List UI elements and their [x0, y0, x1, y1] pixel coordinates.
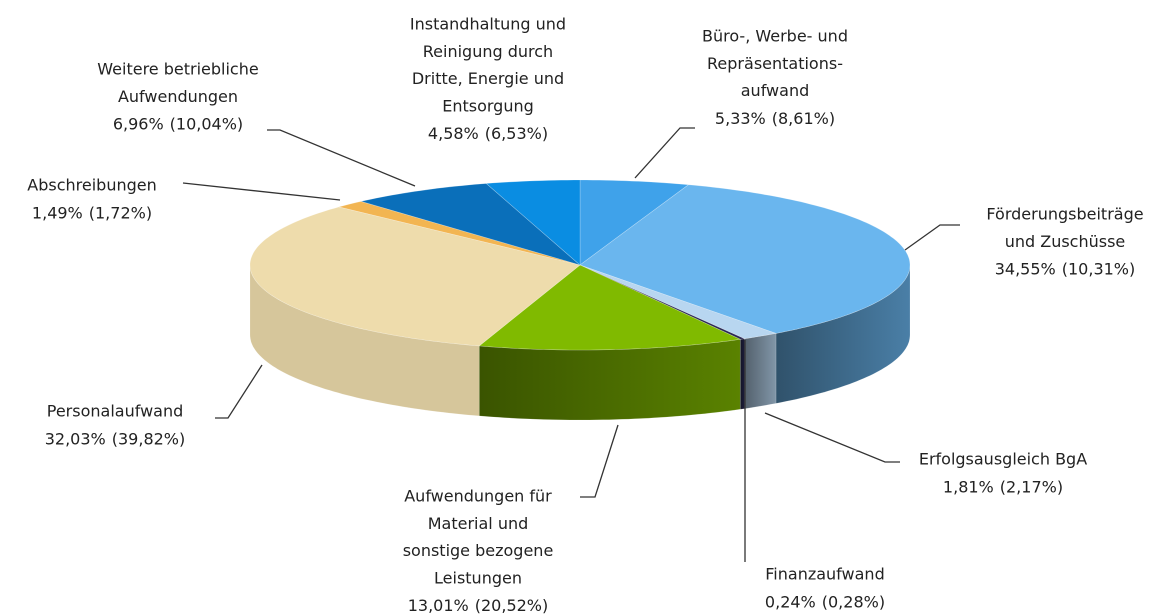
- slice-value: 1,81% (2,17%): [943, 477, 1063, 496]
- prior-value-label: (1,72%): [89, 203, 152, 222]
- slice-label: Büro-, Werbe- und: [702, 27, 848, 46]
- slice-label: aufwand: [741, 81, 809, 100]
- slice-label: sonstige bezogene: [403, 541, 554, 560]
- slice-label: Erfolgsausgleich BgA: [919, 450, 1087, 469]
- value-label: 13,01%: [408, 596, 469, 614]
- slice-label: Aufwendungen für: [404, 487, 552, 506]
- slice-label: Leistungen: [434, 568, 522, 587]
- slice-value: 4,58% (6,53%): [428, 124, 548, 143]
- slice-label: Repräsentations-: [707, 54, 843, 73]
- prior-value-label: (39,82%): [112, 429, 186, 448]
- prior-value-label: (0,28%): [822, 592, 885, 611]
- slice: [579, 179, 690, 266]
- slice: [579, 264, 778, 340]
- slice-label: Material und: [428, 514, 529, 533]
- slice-label: Instandhaltung und: [410, 15, 566, 34]
- leader-line: [215, 364, 263, 419]
- slice-label: Aufwendungen: [118, 87, 238, 106]
- value-label: 0,24%: [765, 592, 816, 611]
- slice: [361, 183, 581, 266]
- slice-value: 0,24% (0,28%): [765, 592, 885, 611]
- prior-value-label: (10,04%): [170, 114, 244, 133]
- leader-line: [904, 224, 960, 251]
- slice-label: Reinigung durch: [423, 42, 553, 61]
- value-label: 34,55%: [995, 259, 1056, 278]
- value-label: 1,81%: [943, 477, 994, 496]
- slice-label: Personalaufwand: [47, 402, 184, 421]
- value-label: 6,96%: [113, 114, 164, 133]
- prior-value-label: (8,61%): [772, 108, 835, 127]
- slice: [579, 184, 911, 334]
- prior-value-label: (20,52%): [475, 596, 549, 614]
- prior-value-label: (10,31%): [1062, 259, 1136, 278]
- slice-label: Weitere betriebliche: [97, 60, 258, 79]
- slice-value: 6,96% (10,04%): [113, 114, 243, 133]
- slice: [249, 206, 581, 347]
- slice-value: 34,55% (10,31%): [995, 259, 1136, 278]
- leader-line: [267, 129, 416, 187]
- leader-line: [580, 424, 619, 498]
- slice-label: Finanzaufwand: [765, 565, 884, 584]
- leader-line: [764, 412, 900, 463]
- slice-wall: [249, 264, 480, 417]
- slice-label: Abschreibungen: [27, 176, 156, 195]
- slice-wall: [744, 333, 777, 409]
- slice: [478, 264, 742, 351]
- leader-line: [634, 127, 695, 179]
- slice-value: 5,33% (8,61%): [715, 108, 835, 127]
- slice: [485, 179, 581, 266]
- slice-wall: [739, 338, 745, 410]
- value-label: 32,03%: [45, 429, 106, 448]
- prior-value-label: (6,53%): [485, 124, 548, 143]
- slice-value: 32,03% (39,82%): [45, 429, 186, 448]
- slice-value: 13,01% (20,52%): [408, 596, 549, 614]
- slice-label: und Zuschüsse: [1005, 232, 1126, 251]
- slice-label: Entsorgung: [442, 96, 534, 115]
- slice-label: Förderungsbeiträge: [986, 205, 1143, 224]
- slice: [338, 201, 581, 266]
- value-label: 5,33%: [715, 108, 766, 127]
- leader-line: [182, 182, 341, 201]
- value-label: 1,49%: [32, 203, 83, 222]
- prior-value-label: (2,17%): [1000, 477, 1063, 496]
- slice-value: 1,49% (1,72%): [32, 203, 152, 222]
- value-label: 4,58%: [428, 124, 479, 143]
- slice-label: Dritte, Energie und: [412, 69, 564, 88]
- slice-wall: [478, 339, 741, 421]
